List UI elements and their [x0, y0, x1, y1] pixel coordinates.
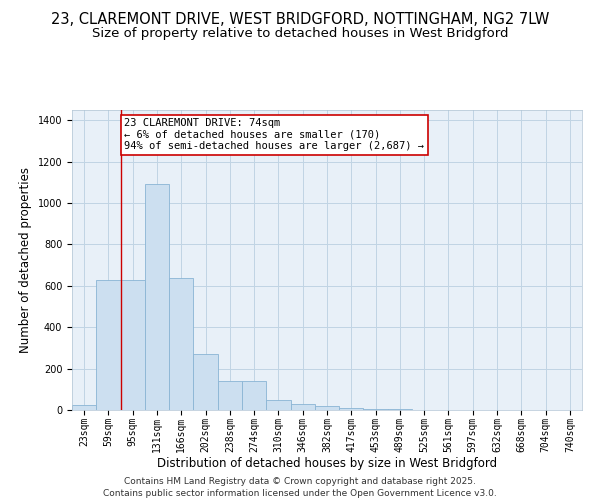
Bar [193, 354, 218, 410]
Bar [145, 184, 169, 410]
Bar [290, 404, 315, 410]
Text: Size of property relative to detached houses in West Bridgford: Size of property relative to detached ho… [92, 28, 508, 40]
Text: 23, CLAREMONT DRIVE, WEST BRIDGFORD, NOTTINGHAM, NG2 7LW: 23, CLAREMONT DRIVE, WEST BRIDGFORD, NOT… [51, 12, 549, 28]
Text: Contains HM Land Registry data © Crown copyright and database right 2025.
Contai: Contains HM Land Registry data © Crown c… [103, 476, 497, 498]
Bar [121, 280, 145, 410]
Bar [169, 278, 193, 410]
Bar [266, 400, 290, 410]
Bar [72, 405, 96, 410]
Bar [339, 408, 364, 410]
Text: 23 CLAREMONT DRIVE: 74sqm
← 6% of detached houses are smaller (170)
94% of semi-: 23 CLAREMONT DRIVE: 74sqm ← 6% of detach… [124, 118, 424, 152]
Bar [96, 280, 121, 410]
Bar [218, 381, 242, 410]
Bar [242, 381, 266, 410]
Bar [364, 409, 388, 410]
X-axis label: Distribution of detached houses by size in West Bridgford: Distribution of detached houses by size … [157, 457, 497, 470]
Y-axis label: Number of detached properties: Number of detached properties [19, 167, 32, 353]
Bar [315, 406, 339, 410]
